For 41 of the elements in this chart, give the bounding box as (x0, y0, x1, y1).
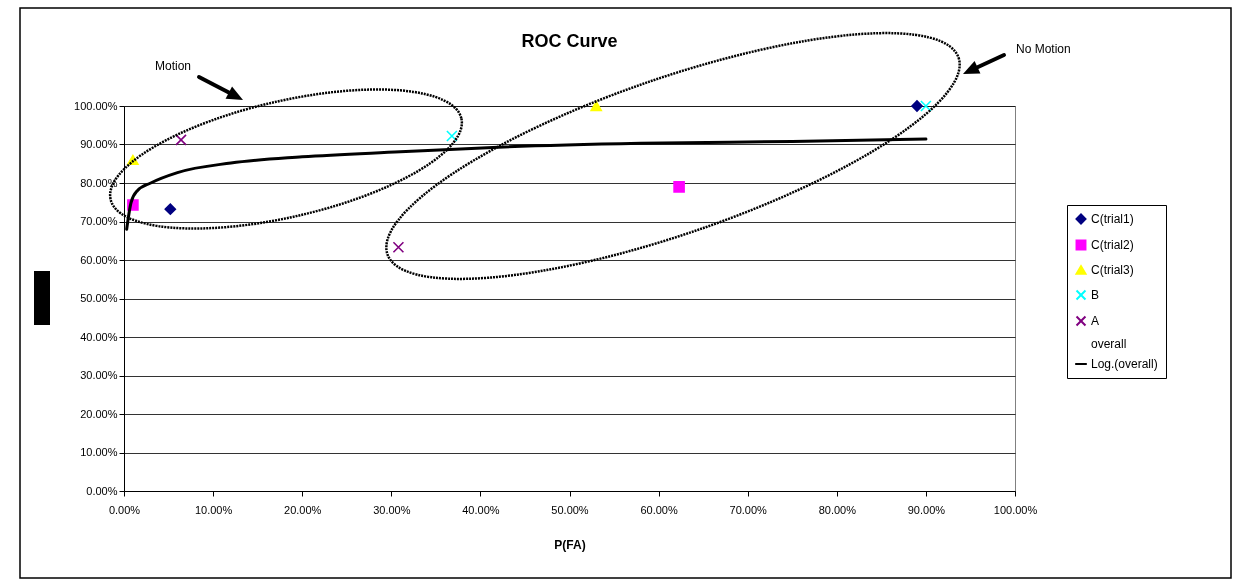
point (590, 100, 603, 112)
y-tick-label: 70.00% (80, 215, 118, 227)
x-tick-label: 70.00% (729, 503, 768, 516)
x-tick-label: 100.00% (993, 503, 1038, 516)
text: Motion (155, 59, 192, 73)
x-tick-label: 80.00% (818, 503, 857, 516)
point (920, 100, 932, 112)
point (673, 181, 685, 193)
chart-title: ROC Curve (521, 30, 618, 51)
legend-label: B (1091, 288, 1100, 302)
x-axis-title: P(FA) (554, 537, 586, 552)
legend-label: C(trial1) (1091, 212, 1134, 226)
point (392, 241, 405, 254)
x-tick-label: 50.00% (551, 503, 589, 516)
text: No Motion (1016, 42, 1071, 56)
point (446, 130, 458, 142)
y-tick-label: 100.00% (74, 99, 118, 112)
y-tick-label: 90.00% (80, 138, 118, 150)
y-tick-label: 40.00% (80, 330, 118, 343)
y-tick-label: 0.00% (86, 484, 118, 497)
y-tick-label: 10.00% (80, 446, 118, 458)
legend-label: C(trial3) (1091, 263, 1134, 277)
y-tick-label: 20.00% (80, 407, 118, 420)
y-tick-label: 50.00% (80, 292, 118, 304)
text: overall (1091, 337, 1127, 351)
y-tick-label: 30.00% (80, 369, 118, 381)
y-tick-label: 80.00% (80, 176, 118, 189)
x-tick-label: 30.00% (373, 503, 411, 516)
x-tick-label: 20.00% (284, 503, 322, 516)
point (164, 203, 177, 215)
x-tick-label: 40.00% (462, 503, 500, 516)
x-tick-label: 60.00% (640, 503, 678, 516)
x-tick-label: 90.00% (907, 503, 946, 516)
point (911, 100, 923, 112)
point (175, 134, 187, 146)
legend-label: A (1091, 314, 1100, 328)
y-tick-label: 60.00% (80, 253, 118, 266)
legend-label: C(trial2) (1091, 238, 1134, 252)
legend-label: Log.(overall) (1091, 357, 1158, 371)
x-tick-label: 0.00% (108, 503, 141, 516)
x-tick-label: 10.00% (194, 503, 233, 516)
